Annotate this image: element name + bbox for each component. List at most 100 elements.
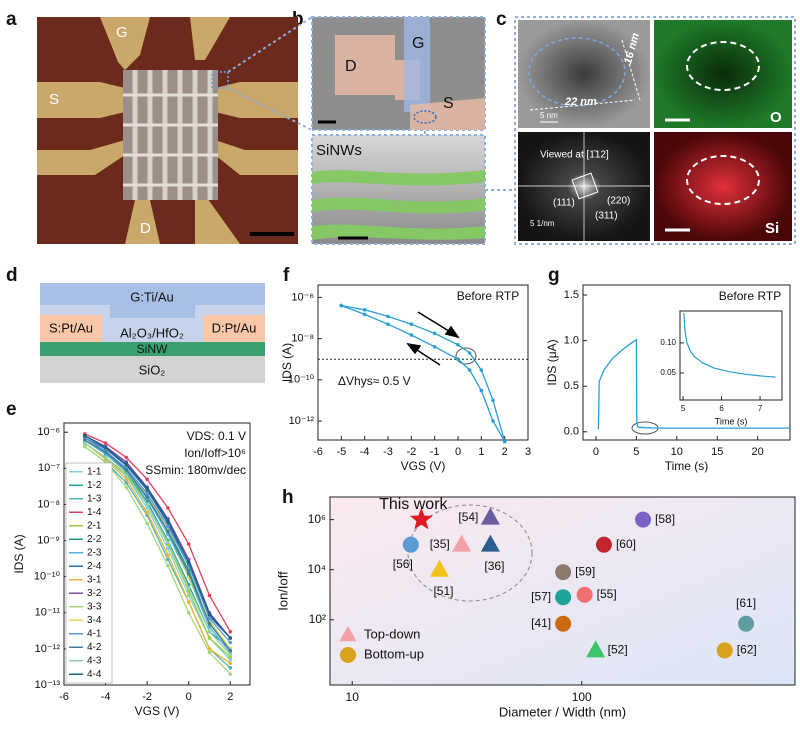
plot-frame xyxy=(329,496,796,686)
legend-label: 4-1 xyxy=(87,628,102,639)
plot-frame xyxy=(679,310,783,401)
legend-label: 1-2 xyxy=(87,480,102,491)
x-tick-label: 2 xyxy=(227,691,233,703)
point-label: [35] xyxy=(430,537,450,551)
data-point xyxy=(467,368,472,372)
legend-label: 3-1 xyxy=(87,574,102,585)
fft-spot: (220) xyxy=(607,196,630,207)
data-point xyxy=(716,642,733,659)
data-point xyxy=(479,388,484,393)
layer-label: SiNW xyxy=(137,342,168,356)
data-point xyxy=(166,524,170,528)
panel-label: e xyxy=(6,399,17,420)
micrograph-c: 22 nm 16 nm 5 nm Viewed at [1̄12] (111) … xyxy=(514,16,796,245)
data-point xyxy=(228,629,233,634)
data-point xyxy=(491,398,495,403)
x-tick-label: 10 xyxy=(671,446,683,458)
data-point xyxy=(228,665,233,670)
highlight-point xyxy=(409,507,433,530)
data-point xyxy=(186,600,191,604)
data-point xyxy=(228,652,233,657)
data-line xyxy=(84,435,231,639)
point-label: [62] xyxy=(737,643,757,657)
data-point xyxy=(145,495,149,499)
data-line xyxy=(683,312,776,378)
data-point xyxy=(456,357,460,362)
x-tick-label: 6 xyxy=(719,404,724,413)
data-line xyxy=(84,442,231,664)
y-axis-label: IDS (A) xyxy=(12,534,26,573)
y-tick-label: 10⁻¹¹ xyxy=(35,607,61,619)
x-tick-label: 5 xyxy=(633,446,639,458)
data-point xyxy=(555,589,572,606)
data-point xyxy=(207,621,212,626)
inset-label: SiNWs xyxy=(316,142,362,159)
data-point xyxy=(166,563,170,568)
legend-label: Bottom-up xyxy=(364,646,424,661)
data-point xyxy=(145,502,149,507)
layer-label: Al₂O₃/HfO₂ xyxy=(120,325,184,340)
data-point xyxy=(145,491,149,496)
data-point xyxy=(166,519,170,523)
x-axis-label: Time (s) xyxy=(665,459,709,473)
legend-label: 3-2 xyxy=(87,588,102,599)
x-tick-label: -4 xyxy=(360,446,370,458)
data-point xyxy=(228,657,233,662)
panel-label: a xyxy=(6,9,17,30)
data-point xyxy=(586,640,606,658)
point-label: [59] xyxy=(575,564,595,578)
x-tick-label: -2 xyxy=(406,446,416,458)
layer-label: SiO₂ xyxy=(139,362,166,377)
y-tick-label: 10⁴ xyxy=(307,562,326,576)
data-point xyxy=(186,593,191,598)
y-tick-label: 10⁻⁶ xyxy=(37,426,60,438)
x-tick-label: 1 xyxy=(478,446,484,458)
y-tick-label: 10⁻¹⁰ xyxy=(34,571,61,583)
y-tick-label: 10⁻⁹ xyxy=(37,534,60,546)
y-tick-label: 0.05 xyxy=(660,368,676,377)
data-point xyxy=(124,474,129,479)
sweep-arrows xyxy=(406,311,460,366)
panel-label: c xyxy=(496,9,507,30)
y-tick-label: 1.5 xyxy=(564,289,579,301)
data-point xyxy=(595,536,612,553)
data-point xyxy=(186,560,191,565)
data-line xyxy=(84,437,231,643)
y-tick-label: 10⁻¹⁰ xyxy=(288,374,315,386)
x-tick-label: -3 xyxy=(383,446,393,458)
fft-spot: (311) xyxy=(595,211,618,222)
y-tick-label: 10⁻⁷ xyxy=(38,462,60,474)
plot-frame xyxy=(317,284,529,441)
legend-label: 2-4 xyxy=(87,561,102,572)
electrode-label: S xyxy=(49,91,59,108)
scale-label: 5 1/nm xyxy=(530,219,555,228)
layer-label: D:Pt/Au xyxy=(212,320,257,335)
electrode-label: D xyxy=(140,220,151,237)
electrode-label: D xyxy=(345,58,357,75)
x-tick-label: 100 xyxy=(572,690,592,704)
data-point xyxy=(145,521,149,526)
data-point xyxy=(491,419,495,423)
fft-title: Viewed at [1̄12] xyxy=(540,150,609,161)
element-label: Si xyxy=(765,220,779,237)
x-tick-label: 0 xyxy=(186,691,192,703)
x-axis-label: Diameter / Width (nm) xyxy=(499,704,626,719)
x-tick-label: 3 xyxy=(525,446,531,458)
data-point xyxy=(103,450,108,454)
point-label: [58] xyxy=(655,512,675,526)
data-point xyxy=(124,468,129,472)
point-label: [61] xyxy=(736,596,756,610)
data-point xyxy=(207,629,212,634)
legend-label: 4-4 xyxy=(87,669,102,680)
x-tick-label: 15 xyxy=(711,446,723,458)
x-axis-label: VGS (V) xyxy=(401,459,446,473)
data-point xyxy=(555,615,572,632)
plot-frame xyxy=(63,422,251,686)
data-point xyxy=(432,345,437,349)
data-point xyxy=(362,308,367,312)
data-point xyxy=(467,351,472,355)
panel-label: g xyxy=(548,265,560,286)
data-point xyxy=(386,314,390,319)
x-tick-label: -6 xyxy=(59,691,69,703)
